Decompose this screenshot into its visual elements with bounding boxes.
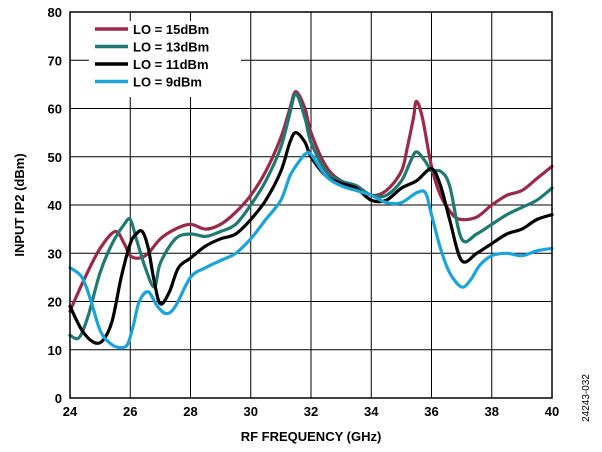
x-tick-label: 38 [485, 404, 499, 419]
x-tick-label: 34 [364, 404, 379, 419]
legend-label: LO = 13dBm [133, 40, 209, 55]
x-tick-label: 26 [123, 404, 137, 419]
y-tick-label: 80 [48, 5, 62, 20]
legend-label: LO = 15dBm [133, 22, 209, 37]
x-tick-label: 24 [63, 404, 78, 419]
legend: LO = 15dBm LO = 13dBm LO = 11dBm LO = 9dBm [89, 21, 241, 97]
y-axis-title: INPUT IP2 (dBm) [12, 153, 27, 256]
y-tick-label: 10 [48, 343, 62, 358]
series-line-3 [68, 131, 554, 345]
x-tick-label: 40 [545, 404, 559, 419]
series-layer [68, 90, 554, 350]
y-tick-label: 50 [48, 150, 62, 165]
tick-labels: 24 26 28 30 32 34 36 38 40 0 10 20 30 40 50 60 70 80 [48, 5, 560, 419]
y-tick-label: 30 [48, 246, 62, 261]
figure-id: 24243-032 [581, 374, 592, 422]
y-tick-label: 60 [48, 102, 62, 117]
y-tick-label: 70 [48, 53, 62, 68]
y-tick-label: 0 [55, 391, 62, 406]
x-tick-label: 32 [304, 404, 318, 419]
series-line-4 [68, 150, 554, 350]
x-tick-label: 36 [424, 404, 438, 419]
x-tick-label: 28 [183, 404, 197, 419]
x-axis-title: RF FREQUENCY (GHz) [241, 429, 382, 444]
y-tick-label: 40 [48, 198, 62, 213]
y-tick-label: 20 [48, 295, 62, 310]
legend-label: LO = 9dBm [133, 75, 202, 90]
legend-label: LO = 11dBm [133, 57, 209, 72]
plot-frame [69, 11, 553, 399]
legend-box [89, 21, 241, 97]
x-tick-label: 30 [244, 404, 258, 419]
